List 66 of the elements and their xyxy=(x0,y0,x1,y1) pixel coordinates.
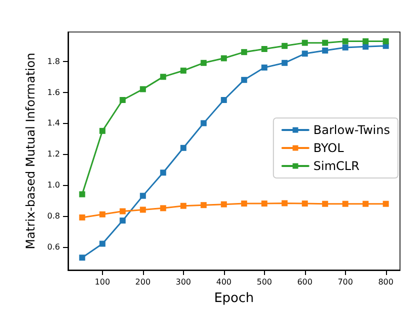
point xyxy=(160,170,166,176)
y-tick-label: 0.6 xyxy=(47,242,60,252)
point xyxy=(160,205,166,212)
point xyxy=(220,97,227,103)
point xyxy=(261,46,268,52)
point xyxy=(200,202,207,208)
point xyxy=(282,60,288,66)
legend-label: Barlow-Twins xyxy=(313,123,390,137)
point xyxy=(342,44,348,50)
legend-label: SimCLR xyxy=(313,159,360,173)
point xyxy=(241,200,248,207)
point xyxy=(241,49,248,56)
point xyxy=(200,60,207,66)
x-tick-label: 600 xyxy=(297,278,312,286)
point xyxy=(120,218,126,224)
point xyxy=(362,200,369,207)
y-tick-label: 0.8 xyxy=(47,211,60,220)
x-tick-label: 500 xyxy=(256,278,272,286)
point xyxy=(160,74,166,80)
point xyxy=(362,38,369,44)
point xyxy=(241,76,248,83)
point xyxy=(200,120,207,126)
x-tick-label: 200 xyxy=(135,278,151,286)
x-tick-label: 700 xyxy=(338,278,353,286)
x-tick-label: 100 xyxy=(94,278,110,286)
point xyxy=(120,97,126,103)
y-tick-label: 1.4 xyxy=(47,118,60,128)
point xyxy=(261,64,268,71)
point xyxy=(382,38,389,44)
point xyxy=(220,55,227,62)
y-tick-label: 1.6 xyxy=(47,88,60,97)
point xyxy=(282,42,288,49)
point xyxy=(322,200,328,207)
y-tick-label: 1.2 xyxy=(47,150,60,159)
point xyxy=(180,144,186,151)
point xyxy=(180,202,186,209)
point xyxy=(99,240,106,247)
point xyxy=(342,200,348,207)
point xyxy=(140,86,146,92)
point xyxy=(382,200,389,207)
point xyxy=(282,200,288,206)
point xyxy=(261,200,268,207)
x-axis-title: Epoch xyxy=(214,291,254,306)
point xyxy=(140,206,146,213)
x-tick-label: 300 xyxy=(176,278,192,286)
y-axis-title: Matrix-based Mutual Information xyxy=(23,52,38,250)
point xyxy=(79,214,86,220)
point xyxy=(302,200,308,207)
point xyxy=(322,48,328,54)
point xyxy=(322,40,328,46)
point xyxy=(140,192,146,199)
y-tick-label: 1.8 xyxy=(47,56,60,66)
point xyxy=(342,38,348,44)
point xyxy=(302,40,308,46)
point xyxy=(302,50,308,57)
point xyxy=(220,201,227,208)
legend-label: BYOL xyxy=(313,141,344,155)
point xyxy=(79,191,86,198)
x-tick-label: 400 xyxy=(216,278,232,286)
y-tick-label: 1.0 xyxy=(47,180,60,190)
point xyxy=(120,208,126,214)
point xyxy=(99,211,106,218)
point xyxy=(79,254,86,261)
point xyxy=(99,128,106,134)
x-tick-label: 800 xyxy=(378,278,394,286)
point xyxy=(180,68,186,74)
